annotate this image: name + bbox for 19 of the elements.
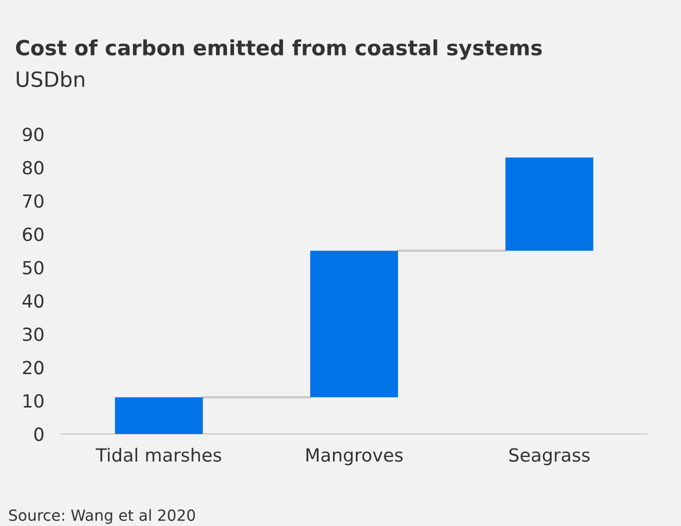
y-tick-label: 10 (24, 394, 44, 408)
chart-title: Cost of carbon emitted from coastal systems (16, 39, 542, 60)
y-tick-label: 80 (22, 160, 44, 175)
bar (505, 157, 594, 251)
x-tick-label: Seagrass (509, 448, 590, 466)
y-tick-label: 40 (22, 294, 44, 308)
bar (114, 397, 203, 434)
source-note: Source: Wang et al 2020 (9, 509, 195, 524)
y-tick-label: 20 (22, 360, 44, 374)
chart-subtitle: USDbn (16, 70, 84, 88)
bar (310, 250, 398, 398)
y-tick-label: 60 (22, 228, 44, 242)
y-tick-label: 30 (23, 327, 44, 342)
y-tick-label: 50 (23, 260, 44, 274)
y-tick-label: 90 (22, 128, 44, 142)
y-tick-label: 70 (23, 194, 44, 208)
y-tick-label: 0 (34, 427, 44, 442)
x-tick-label: Mangroves (306, 448, 403, 466)
x-tick-label: Tidal marshes (96, 448, 222, 462)
